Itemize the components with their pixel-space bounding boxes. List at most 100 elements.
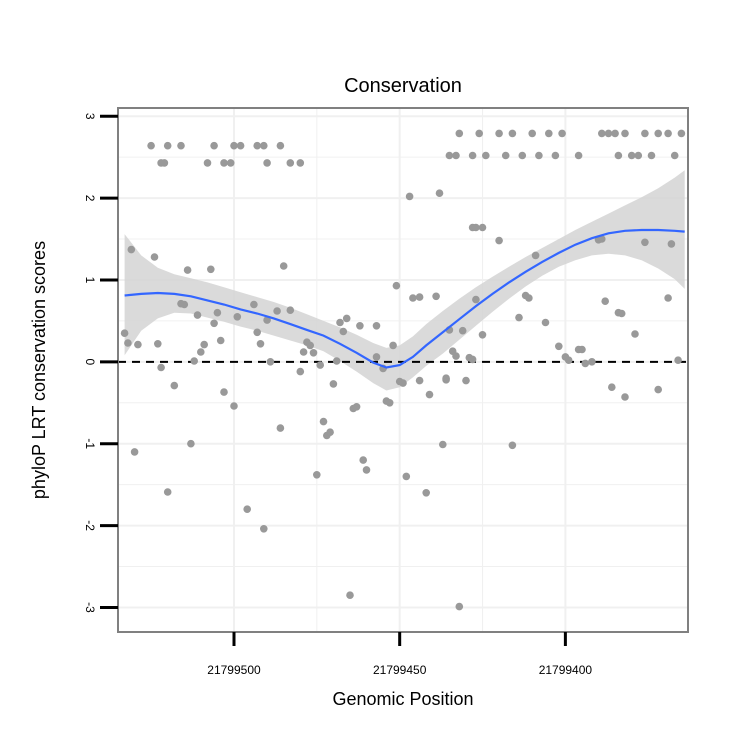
data-point [634, 151, 643, 160]
data-point [180, 300, 189, 309]
data-point [319, 417, 328, 426]
data-point [147, 141, 155, 150]
data-point [266, 358, 275, 366]
data-point [641, 238, 649, 247]
data-point [611, 129, 619, 138]
data-point [203, 159, 212, 167]
data-point [518, 151, 527, 160]
data-point [332, 357, 341, 365]
data-point [621, 393, 629, 401]
data-point [157, 363, 165, 372]
data-point [372, 353, 381, 361]
y-tick-label: -2 [83, 520, 97, 531]
data-point [482, 151, 490, 160]
data-point [286, 159, 295, 167]
data-point [276, 141, 285, 150]
data-point [213, 308, 222, 317]
data-point [216, 336, 225, 345]
data-point [197, 348, 205, 356]
y-tick-label: 0 [83, 358, 97, 365]
data-point [230, 141, 238, 150]
plot-panel-frame [117, 107, 689, 633]
data-point [604, 129, 613, 138]
data-point [478, 223, 487, 232]
y-tick-label: 1 [83, 277, 97, 284]
data-point [346, 591, 354, 599]
data-point [598, 129, 606, 138]
data-point [299, 348, 308, 356]
data-point [210, 141, 218, 150]
data-point [667, 240, 676, 248]
data-point [193, 311, 202, 319]
data-point [392, 281, 401, 290]
data-point [306, 341, 315, 350]
data-point [462, 376, 470, 385]
data-point [134, 340, 142, 349]
data-point [402, 472, 411, 481]
data-point [233, 313, 242, 321]
data-point [405, 192, 414, 201]
data-point [253, 141, 261, 150]
data-point [150, 253, 159, 261]
point-layer [120, 129, 686, 611]
data-point [478, 331, 487, 339]
data-point [200, 340, 208, 349]
data-point [279, 262, 288, 270]
band-layer [124, 170, 685, 391]
confidence-band [124, 170, 685, 391]
data-point [230, 402, 238, 410]
data-point [163, 488, 172, 496]
data-point [313, 471, 321, 479]
data-point [472, 223, 480, 232]
data-point [124, 339, 132, 347]
data-point [226, 159, 235, 167]
data-point [495, 236, 503, 245]
x-axis-label: Genomic Position [332, 689, 473, 709]
data-point [154, 340, 162, 348]
data-point [617, 309, 626, 318]
data-point [627, 151, 636, 160]
data-point [541, 318, 550, 327]
data-point [601, 297, 609, 306]
data-point [531, 251, 540, 260]
data-point [621, 129, 629, 138]
data-point [581, 359, 590, 368]
data-point [455, 602, 464, 611]
data-point [501, 151, 510, 160]
data-point [336, 318, 344, 327]
y-tick-label: -3 [83, 602, 97, 613]
data-point [389, 341, 397, 350]
data-point [475, 129, 484, 138]
data-point [362, 466, 371, 474]
data-point [508, 129, 517, 138]
data-point [578, 345, 586, 354]
data-point [654, 129, 662, 138]
data-point [163, 141, 172, 150]
data-point [260, 525, 268, 533]
data-point [598, 235, 606, 243]
data-point [296, 367, 305, 376]
data-point [445, 151, 454, 160]
data-point [160, 159, 169, 167]
data-point [187, 439, 195, 448]
data-point [641, 129, 649, 138]
data-point [329, 380, 338, 388]
data-point [263, 159, 271, 167]
x-tick-label: 21799400 [539, 663, 593, 677]
data-point [339, 327, 348, 336]
data-point [425, 390, 434, 399]
data-point [614, 151, 623, 160]
data-point [631, 330, 639, 338]
data-point [452, 151, 460, 160]
data-point [210, 319, 218, 328]
data-point [525, 294, 533, 302]
data-point [385, 399, 394, 407]
data-point [677, 129, 686, 138]
data-point [256, 340, 265, 348]
data-point [250, 300, 258, 309]
data-point [253, 328, 261, 337]
data-point [495, 129, 503, 138]
data-point [415, 376, 424, 385]
data-point [296, 159, 305, 167]
